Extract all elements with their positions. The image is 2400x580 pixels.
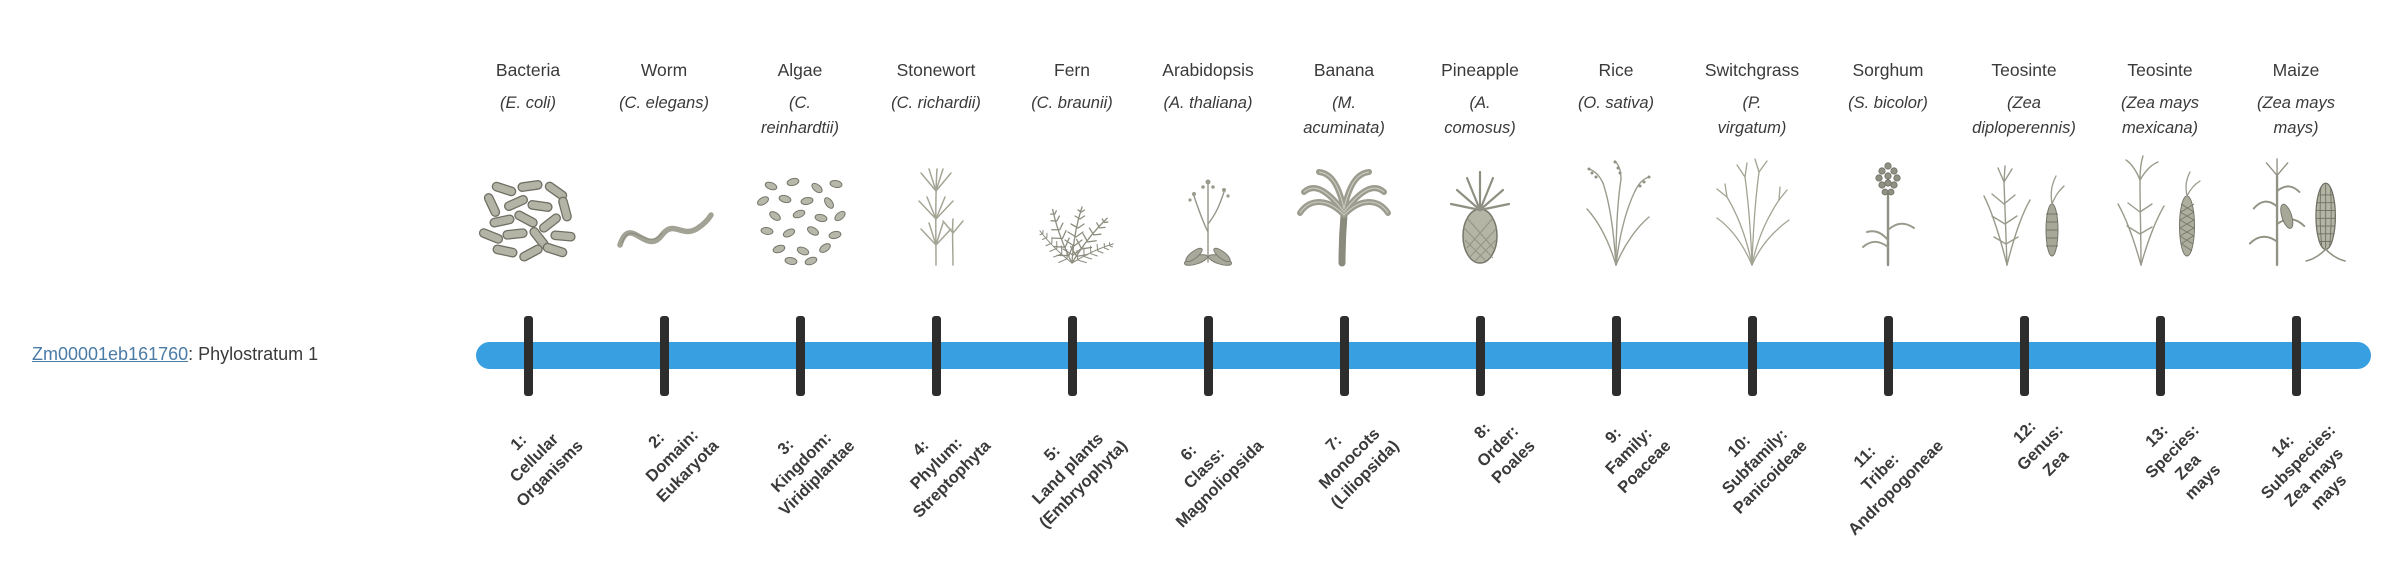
organism-column-2: Worm (C. elegans) (589, 60, 739, 267)
algae-icon (725, 149, 875, 267)
organism-common-name: Bacteria (495, 60, 561, 80)
timeline-tick-3 (796, 316, 805, 396)
organism-common-name: Sorghum (1852, 60, 1924, 80)
organism-column-13: Teosinte (Zea mays mexicana) (2085, 60, 2235, 267)
organism-common-name: Rice (1598, 60, 1634, 80)
organism-common-name: Algae (777, 60, 823, 80)
organism-column-12: Teosinte (Zea diploperennis) (1949, 60, 2099, 267)
organism-scientific-name: (C. reinhardtii) (761, 94, 839, 137)
organism-common-name: Teosinte (1991, 60, 2057, 80)
organism-common-name: Stonewort (896, 60, 976, 80)
organism-scientific-name: (O. sativa) (1577, 94, 1655, 112)
organism-common-name: Fern (1054, 60, 1090, 80)
phylostratum-label-10: 10: Subfamily: Panicoideae (1718, 425, 1811, 518)
maize-icon (2221, 149, 2371, 267)
timeline-tick-2 (660, 316, 669, 396)
rice-icon (1541, 149, 1691, 267)
timeline-tick-12 (2020, 316, 2029, 396)
organism-column-6: Arabidopsis (A. thaliana) (1133, 60, 1283, 267)
organism-scientific-name: (C. braunii) (1031, 94, 1113, 112)
organism-scientific-name: (Zea diploperennis) (1972, 94, 2076, 137)
sorghum-icon (1813, 149, 1963, 267)
organism-common-name: Worm (640, 60, 688, 80)
pineapple-icon (1405, 149, 1555, 267)
bacteria-icon (453, 149, 603, 267)
phylostratum-label-11: 11: Tribe: Andropogoneae (1844, 436, 1947, 539)
timeline-tick-9 (1612, 316, 1621, 396)
organism-scientific-name: (M. acuminata) (1303, 94, 1385, 137)
organism-common-name: Banana (1313, 60, 1375, 80)
timeline-tick-1 (524, 316, 533, 396)
teosinte-mexicana-icon (2085, 149, 2235, 267)
organism-column-7: Banana (M. acuminata) (1269, 60, 1419, 267)
stonewort-icon (861, 149, 1011, 267)
arabidopsis-icon (1133, 149, 1283, 267)
organism-column-11: Sorghum (S. bicolor) (1813, 60, 1963, 267)
phylostratum-label-6: 6: Class: Magnoliopsida (1171, 436, 1267, 531)
timeline-tick-6 (1204, 316, 1213, 396)
organism-scientific-name: (Zea mays mexicana) (2121, 94, 2199, 137)
organism-column-14: Maize (Zea mays mays) (2221, 60, 2371, 267)
organism-scientific-name: (A. comosus) (1444, 94, 1516, 137)
organism-column-3: Algae (C. reinhardtii) (725, 60, 875, 267)
worm-icon (589, 149, 739, 267)
gene-phylostratum-text: : Phylostratum 1 (188, 344, 319, 364)
organism-column-4: Stonewort (C. richardii) (861, 60, 1011, 267)
organism-column-5: Fern (C. braunii) (997, 60, 1147, 267)
organism-column-1: Bacteria (E. coli) (453, 60, 603, 267)
phylostratum-label-8: 8: Order: Poales (1470, 419, 1539, 487)
teosinte-diploperennis-icon (1949, 149, 2099, 267)
timeline-tick-11 (1884, 316, 1893, 396)
organism-common-name: Teosinte (2127, 60, 2193, 80)
organism-scientific-name: (E. coli) (500, 94, 556, 112)
gene-id-link[interactable]: Zm00001eb161760 (32, 344, 189, 364)
phylostratum-label-1: 1: Cellular Organisms (506, 430, 587, 511)
phylostratum-label-4: 4: Phylum: Streptophyta (907, 434, 995, 522)
timeline-tick-5 (1068, 316, 1077, 396)
timeline-bar (476, 342, 2371, 369)
phylostratum-label-3: 3: Kingdom: Viridiplantae (767, 428, 859, 520)
organism-scientific-name: (S. bicolor) (1848, 94, 1928, 112)
phylostratum-label-14: 14: Subspecies: Zea mays mays (2257, 421, 2351, 514)
timeline-tick-7 (1340, 316, 1349, 396)
timeline-tick-13 (2156, 316, 2165, 396)
phylostratum-label-13: 13: Species: Zea mays (2142, 421, 2225, 504)
timeline-tick-4 (932, 316, 941, 396)
organism-scientific-name: (A. thaliana) (1163, 94, 1253, 112)
phylostratum-label-9: 9: Family: Poaceae (1601, 424, 1675, 497)
phylostratum-label-5: 5: Land plants (Embryophyta) (1028, 429, 1131, 532)
organism-scientific-name: (C. elegans) (619, 94, 709, 112)
switchgrass-icon (1677, 149, 1827, 267)
fern-icon (997, 149, 1147, 267)
phylostratum-label-12: 12: Genus: Zea (2010, 417, 2073, 480)
banana-icon (1269, 149, 1419, 267)
timeline-tick-14 (2292, 316, 2301, 396)
organism-column-9: Rice (O. sativa) (1541, 60, 1691, 267)
phylostratum-label-7: 7: Monocots (Liliopsida) (1315, 424, 1403, 512)
gene-label: Zm00001eb161760: Phylostratum 1 (32, 344, 318, 365)
phylostratum-label-2: 2: Domain: Eukaryota (642, 425, 723, 506)
organism-scientific-name: (Zea mays mays) (2257, 94, 2335, 137)
organism-scientific-name: (C. richardii) (891, 94, 981, 112)
timeline-tick-10 (1748, 316, 1757, 396)
organism-scientific-name: (P. virgatum) (1717, 94, 1787, 137)
organism-column-8: Pineapple (A. comosus) (1405, 60, 1555, 267)
organism-common-name: Arabidopsis (1162, 60, 1254, 80)
organism-common-name: Maize (2272, 60, 2320, 80)
timeline-tick-8 (1476, 316, 1485, 396)
organism-column-10: Switchgrass (P. virgatum) (1677, 60, 1827, 267)
organism-common-name: Switchgrass (1704, 60, 1800, 80)
organism-common-name: Pineapple (1441, 60, 1519, 80)
